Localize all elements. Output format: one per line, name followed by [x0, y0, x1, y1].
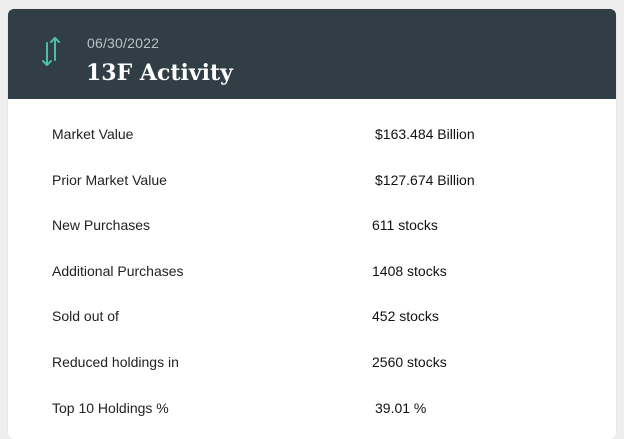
- row-market-value: Market Value $163.484 Billion: [8, 99, 616, 145]
- row-value: 452 stocks: [372, 308, 439, 325]
- row-value: 39.01 %: [375, 399, 427, 416]
- row-value: $127.674 Billion: [375, 171, 475, 188]
- card-title: 13F Activity: [86, 60, 233, 86]
- row-reduced-holdings: Reduced holdings in 2560 stocks: [8, 327, 616, 373]
- row-value: 611 stocks: [372, 217, 438, 234]
- up-down-arrows-icon: [39, 35, 63, 69]
- row-sold-out-of: Sold out of 452 stocks: [8, 281, 616, 327]
- row-label: Reduced holdings in: [52, 353, 179, 370]
- row-value: 2560 stocks: [372, 353, 447, 370]
- activity-card: 06/30/2022 13F Activity Market Value $16…: [8, 9, 616, 439]
- row-label: Market Value: [52, 126, 134, 142]
- activity-list: Market Value $163.484 Billion Prior Mark…: [8, 99, 616, 418]
- row-prior-market-value: Prior Market Value $127.674 Billion: [8, 145, 616, 191]
- row-value: $163.484 Billion: [375, 126, 475, 142]
- row-label: Sold out of: [52, 308, 119, 325]
- row-new-purchases: New Purchases 611 stocks: [8, 190, 616, 236]
- row-label: Additional Purchases: [52, 262, 184, 279]
- row-label: Prior Market Value: [52, 171, 167, 188]
- row-value: 1408 stocks: [372, 262, 447, 279]
- card-header: 06/30/2022 13F Activity: [8, 9, 616, 99]
- row-additional-purchases: Additional Purchases 1408 stocks: [8, 236, 616, 282]
- report-date: 06/30/2022: [87, 35, 160, 51]
- row-label: New Purchases: [52, 217, 151, 234]
- row-top-10-holdings: Top 10 Holdings % 39.01 %: [8, 373, 616, 419]
- row-label: Top 10 Holdings %: [52, 399, 169, 416]
